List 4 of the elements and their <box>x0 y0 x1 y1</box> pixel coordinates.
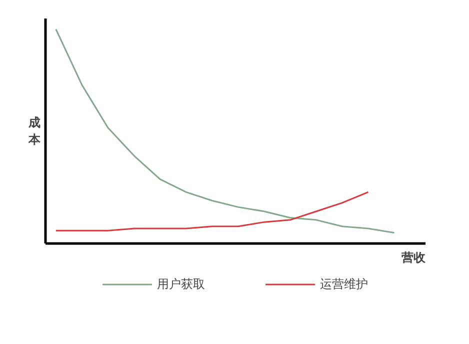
x-axis-title: 营收 <box>400 250 426 264</box>
y-axis-title: 成本 <box>28 116 42 146</box>
legend-label: 用户获取 <box>157 276 205 292</box>
legend-label: 运营维护 <box>320 276 368 292</box>
